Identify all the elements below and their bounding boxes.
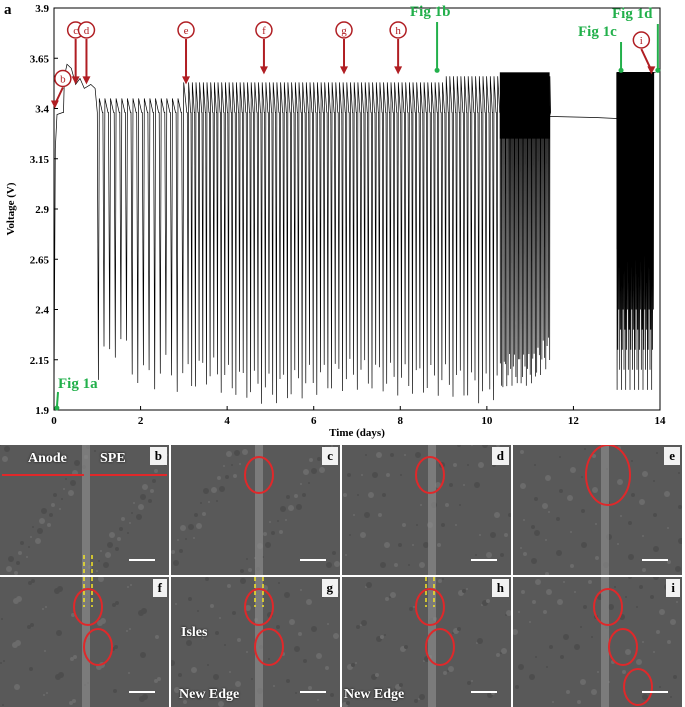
sem-annotation: Anode: [28, 451, 67, 466]
scale-bar: [300, 691, 326, 693]
red-marker-circle: [632, 31, 651, 49]
scale-bar: [471, 691, 497, 693]
sem-panel-e: e: [513, 445, 682, 575]
red-marker-label: c: [73, 25, 78, 37]
x-tick-label: 4: [224, 415, 230, 427]
sem-panel-label: e: [664, 447, 680, 465]
sem-annotation: Isles: [181, 625, 208, 640]
scale-bar: [642, 691, 668, 693]
red-marker-circle: [54, 69, 72, 88]
y-tick-label: 3.65: [30, 53, 50, 65]
red-marker-label: g: [341, 25, 347, 37]
sem-micrograph: [171, 445, 340, 575]
red-arrowhead: [182, 76, 191, 85]
sem-micrograph: [342, 445, 511, 575]
scale-bar: [300, 559, 326, 561]
y-tick-label: 3.4: [35, 104, 49, 116]
x-tick-label: 8: [398, 415, 404, 427]
y-tick-label: 2.65: [30, 254, 50, 266]
red-marker-label: h: [395, 25, 401, 37]
dense-cycling-block: [499, 72, 550, 139]
sem-panel-label: g: [321, 579, 338, 597]
red-marker-label: i: [640, 35, 643, 47]
red-marker-circle: [255, 21, 273, 39]
scale-bar: [642, 559, 668, 561]
scale-bar: [129, 691, 155, 693]
red-arrowhead: [71, 76, 80, 85]
red-marker-label: f: [262, 25, 266, 37]
red-marker-label: e: [184, 25, 189, 37]
figure-label: a: [4, 2, 12, 18]
green-marker-label: Fig 1c: [578, 24, 617, 40]
sem-panel-i: i: [513, 577, 682, 707]
sem-micrograph: [0, 445, 169, 575]
dense-cycling-block: [616, 72, 654, 250]
sem-annotation: New Edge: [179, 687, 240, 702]
sem-panel-label: c: [322, 447, 338, 465]
red-arrowhead: [647, 66, 656, 75]
sem-panel-b: b Anode SPE: [0, 445, 169, 575]
red-marker-circle: [335, 21, 353, 39]
y-tick-label: 2.9: [35, 204, 49, 216]
green-marker-label: Fig 1a: [58, 376, 98, 392]
red-arrowhead: [340, 66, 349, 75]
sem-panel-c: c: [171, 445, 340, 575]
sem-panel-label: i: [666, 579, 680, 597]
sem-panel-f: f: [0, 577, 169, 707]
scale-bar: [129, 559, 155, 561]
sem-annotation: New Edge: [344, 687, 405, 702]
sem-panel-d: d: [342, 445, 511, 575]
red-marker-circle: [177, 21, 195, 39]
y-tick-label: 3.9: [35, 3, 49, 15]
green-arrow: [55, 391, 59, 409]
red-marker-label: d: [84, 25, 90, 37]
x-tick-label: 12: [568, 415, 580, 427]
x-tick-label: 2: [138, 415, 144, 427]
sem-panel-h: h New Edge: [342, 577, 511, 707]
x-axis-label: Time (days): [329, 427, 385, 439]
sem-panel-label: d: [491, 447, 509, 465]
green-marker-label: Fig 1b: [410, 4, 450, 20]
x-tick-label: 6: [311, 415, 317, 427]
green-arrowhead: [655, 67, 661, 73]
red-marker-circle: [389, 21, 407, 39]
red-marker-circle: [77, 21, 96, 39]
sem-micrograph: [513, 445, 682, 575]
sem-panel-label: f: [152, 579, 167, 597]
sem-micrograph: [513, 577, 682, 707]
x-tick-label: 10: [481, 415, 493, 427]
sem-micrograph: [171, 577, 340, 707]
scale-bar: [471, 559, 497, 561]
sem-micrograph: [0, 577, 169, 707]
sem-panel-label: h: [491, 579, 509, 597]
y-tick-label: 1.9: [35, 405, 49, 417]
red-arrowhead: [82, 76, 91, 85]
green-arrowhead: [54, 405, 60, 411]
red-arrowhead: [50, 100, 59, 109]
red-arrowhead: [259, 66, 268, 75]
red-arrowhead: [394, 66, 403, 75]
sem-panel-label: b: [149, 447, 167, 465]
sem-panel-g: g Isles New Edge: [171, 577, 340, 707]
sem-micrograph: [342, 577, 511, 707]
x-tick-label: 0: [51, 415, 57, 427]
y-axis-label: Voltage (V): [5, 182, 17, 235]
green-arrowhead: [434, 67, 440, 73]
green-arrowhead: [618, 67, 624, 73]
y-tick-label: 3.15: [30, 154, 50, 166]
green-marker-label: Fig 1d: [612, 6, 653, 22]
voltage-time-chart: a 1.9 2.15 2.4 2.65 2.9 3.15 3.4 3.65 3.9 0 2 4 6 8 10…: [4, 2, 667, 439]
voltage-trace: [53, 63, 656, 407]
y-tick-label: 2.4: [35, 305, 49, 317]
sem-annotation: SPE: [100, 451, 126, 466]
red-marker-label: b: [60, 74, 66, 86]
x-tick-label: 14: [655, 415, 667, 427]
y-tick-label: 2.15: [30, 355, 50, 367]
